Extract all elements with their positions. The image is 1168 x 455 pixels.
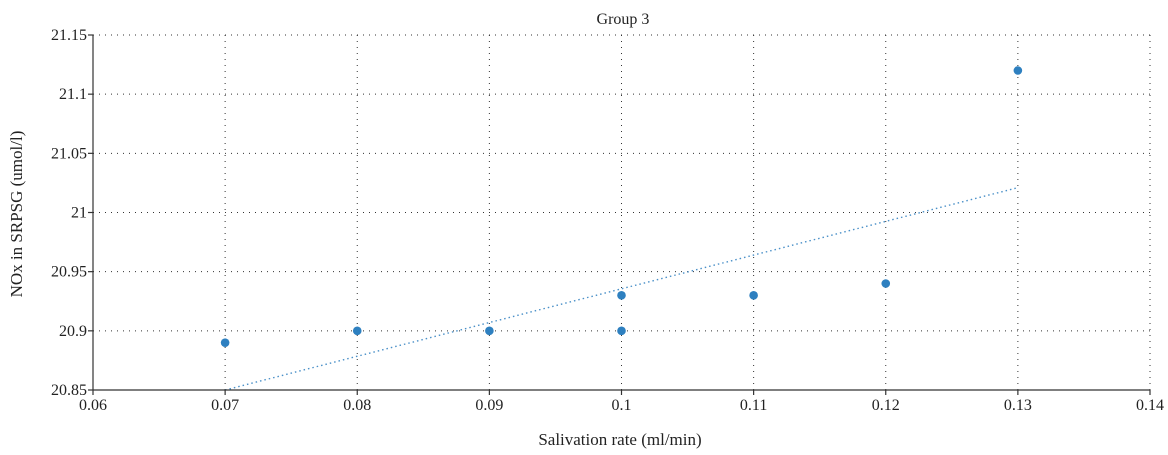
data-point	[617, 291, 626, 300]
y-axis-title: NOx in SRPSG (umol/l)	[7, 131, 26, 298]
y-tick-label: 21.05	[51, 145, 87, 162]
trendline-layer	[224, 186, 1019, 391]
label-layer: Group 3 Salivation rate (ml/min) NOx in …	[7, 11, 702, 449]
data-point	[617, 326, 626, 336]
y-tick-label: 20.85	[51, 382, 87, 399]
x-tick-label: 0.09	[475, 397, 503, 414]
x-tick-label: 0.13	[1004, 397, 1032, 414]
data-point	[1013, 66, 1023, 75]
y-tick-label: 21.15	[51, 27, 87, 44]
x-tick-label: 0.1	[612, 397, 632, 414]
x-tick-label: 0.14	[1136, 397, 1164, 414]
data-point	[749, 291, 758, 300]
x-tick-label: 0.08	[343, 397, 371, 414]
data-points-layer	[220, 66, 1023, 347]
y-tick-label: 21.1	[59, 86, 87, 103]
grid-layer	[93, 34, 1151, 390]
y-tick-label: 20.95	[51, 264, 87, 281]
data-point	[352, 326, 362, 336]
x-tick-label: 0.07	[211, 397, 239, 414]
x-tick-label: 0.06	[79, 397, 107, 414]
data-point	[881, 279, 891, 288]
x-tick-label: 0.11	[740, 397, 767, 414]
trendline	[224, 186, 1019, 391]
y-tick-label: 21	[71, 205, 87, 222]
y-tick-label: 20.9	[59, 323, 87, 340]
x-tick-label: 0.12	[872, 397, 900, 414]
x-axis-title: Salivation rate (ml/min)	[538, 430, 701, 449]
data-point	[485, 326, 494, 336]
data-point	[220, 338, 230, 347]
chart-title: Group 3	[597, 11, 650, 28]
axis-layer: 0.06 0.07 0.08 0.09 0.1 0.11 0.12 0.13 0.14 20.85…	[51, 27, 1164, 414]
